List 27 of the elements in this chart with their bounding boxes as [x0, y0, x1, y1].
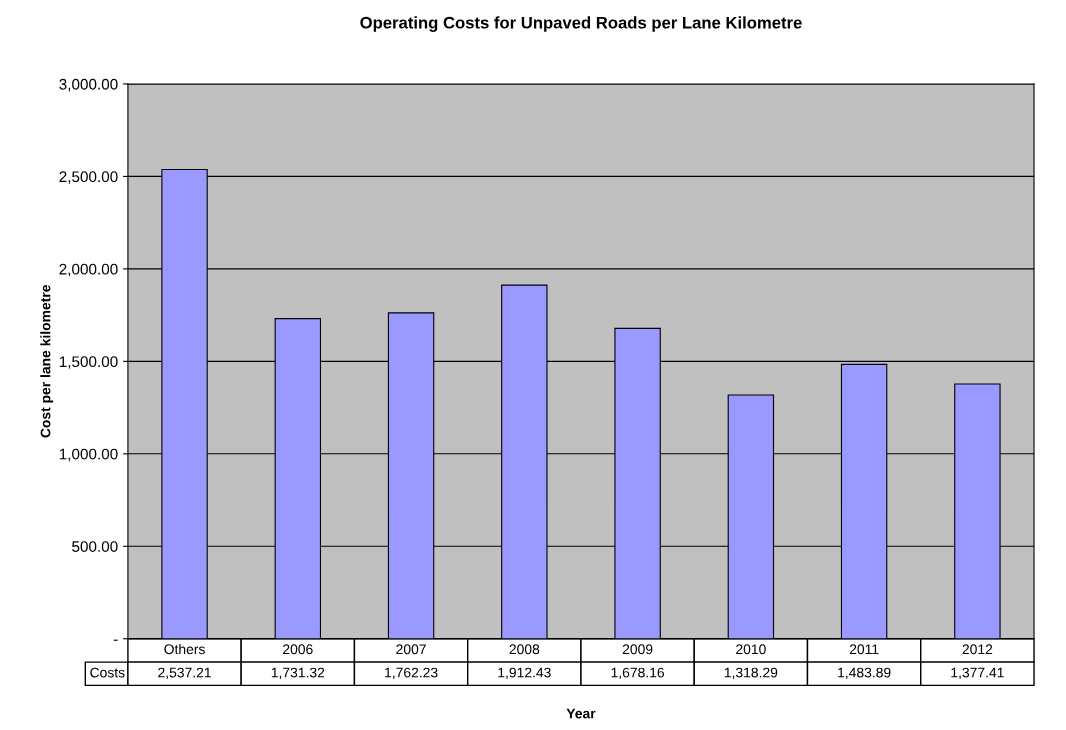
x-tick-label: 2010	[736, 644, 766, 655]
y-tick-label: 3,000.00	[59, 78, 118, 92]
x-tick-label: 2012	[962, 644, 993, 655]
data-label: 1,762.23	[385, 667, 438, 680]
x-tick-label: 2007	[396, 644, 426, 655]
y-tick-label: 1,000.00	[59, 448, 118, 462]
data-label: 1,377.41	[951, 667, 1004, 680]
data-label: 1,731.32	[271, 667, 325, 680]
data-label: 1,318.29	[724, 667, 778, 680]
data-label: 1,483.89	[838, 667, 891, 680]
y-tick-label: 500.00	[72, 541, 118, 552]
y-tick-label: 2,000.00	[59, 263, 118, 277]
data-label: 2,537.21	[158, 667, 211, 680]
x-tick-label: Others	[164, 643, 205, 655]
y-tick-label: 1,500.00	[59, 356, 118, 369]
text: Costs	[90, 667, 125, 678]
x-tick-label: 2006	[283, 644, 313, 655]
x-tick-label: 2009	[622, 644, 653, 655]
chart-title: Operating Costs for Unpaved Roads per Lane Kilometre	[360, 16, 802, 32]
data-label: 1,912.43	[498, 667, 551, 680]
y-tick-label: -	[113, 639, 118, 641]
x-tick-label: 2011	[849, 644, 879, 655]
x-axis-title: Year	[566, 708, 596, 719]
y-axis-title: Cost per lane kilometre	[40, 285, 54, 438]
data-label: 1,678.16	[611, 667, 665, 680]
y-tick-label: 2,500.00	[59, 171, 118, 184]
x-tick-label: 2008	[509, 644, 540, 655]
